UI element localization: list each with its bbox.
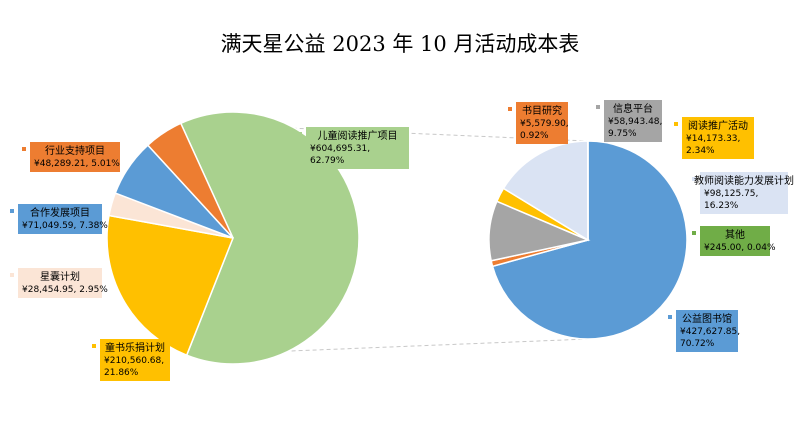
label-box [676,310,738,352]
label-marker [674,122,678,126]
label-percent: 21.86% [104,368,139,378]
main-pie [106,111,360,365]
label-name: 信息平台 [613,102,653,115]
label-value: ¥427,627.85, [680,327,740,337]
label-1-0: 公益图书馆 ¥427,627.85, 70.72% [668,310,740,352]
label-box [604,100,662,142]
label-marker [596,105,600,109]
label-0-2: 星囊计划 ¥28,454.95, 2.95% [10,268,108,298]
label-percent: 16.23% [704,201,739,211]
pie1-slice-0 [179,111,360,365]
label-0-3: 合作发展项目 ¥71,049.59, 7.38% [10,204,108,234]
label-marker [22,147,26,151]
label-value-percent: ¥48,289.21, 5.01% [34,159,120,169]
label-marker [508,107,512,111]
label-value-percent: ¥245.00, 0.04% [704,243,776,253]
detail-pie [488,140,688,340]
label-name: 星囊计划 [40,270,80,283]
label-box [100,339,170,381]
label-value: ¥604,695.31, [310,144,370,154]
label-1-1: 书目研究 ¥5,579.90, 0.92% [508,102,569,144]
chart-title: 满天星公益 2023 年 10 月活动成本表 [221,32,580,56]
label-name: 行业支持项目 [45,144,105,157]
label-percent: 0.92% [520,131,549,141]
pie1-slice-1 [106,214,235,357]
label-0-4: 行业支持项目 ¥48,289.21, 5.01% [22,142,120,172]
label-marker [298,132,302,136]
label-value-percent: ¥71,049.59, 7.38% [22,221,108,231]
label-box [18,204,102,234]
label-box [30,142,120,172]
data-labels: 儿童阅读推广项目 ¥604,695.31, 62.79% 童书乐捐计划 ¥210,560… [10,100,794,381]
label-box [700,172,788,214]
label-marker [10,273,14,277]
label-name: 教师阅读能力发展计划 [694,174,794,187]
label-value-percent: ¥28,454.95, 2.95% [22,285,108,295]
label-percent: 70.72% [680,339,715,349]
label-0-0: 儿童阅读推广项目 ¥604,695.31, 62.79% [298,127,409,169]
label-name: 童书乐捐计划 [105,341,165,354]
label-1-3: 阅读推广活动 ¥14,173.33, 2.34% [674,117,754,159]
label-box [516,102,568,144]
label-1-2: 信息平台 ¥58,943.48, 9.75% [596,100,662,142]
label-percent: 9.75% [608,129,637,139]
label-value: ¥5,579.90, [520,119,569,129]
label-name: 书目研究 [522,104,562,117]
label-marker [692,177,696,181]
label-box [682,117,754,159]
pie1-slice-4 [146,122,234,239]
label-value: ¥14,173.33, [686,134,740,144]
label-value: ¥58,943.48, [608,117,662,127]
label-name: 公益图书馆 [682,312,732,325]
label-box [306,127,409,169]
label-name: 其他 [725,228,745,241]
label-marker [10,209,14,213]
label-percent: 2.34% [686,146,715,156]
label-name: 儿童阅读推广项目 [318,129,398,142]
label-marker [692,231,696,235]
label-box [18,268,102,298]
label-value: ¥210,560.68, [104,356,164,366]
label-0-1: 童书乐捐计划 ¥210,560.68, 21.86% [92,339,170,381]
label-name: 阅读推广活动 [688,119,748,132]
label-name: 合作发展项目 [30,206,90,219]
pie2-slice-4 [502,140,589,242]
label-marker [92,344,96,348]
label-1-4: 教师阅读能力发展计划 ¥98,125.75, 16.23% [692,172,794,214]
label-marker [668,315,672,319]
label-1-5: 其他 ¥245.00, 0.04% [692,226,776,256]
label-value: ¥98,125.75, [704,189,758,199]
label-box [700,226,770,256]
label-percent: 62.79% [310,156,345,166]
